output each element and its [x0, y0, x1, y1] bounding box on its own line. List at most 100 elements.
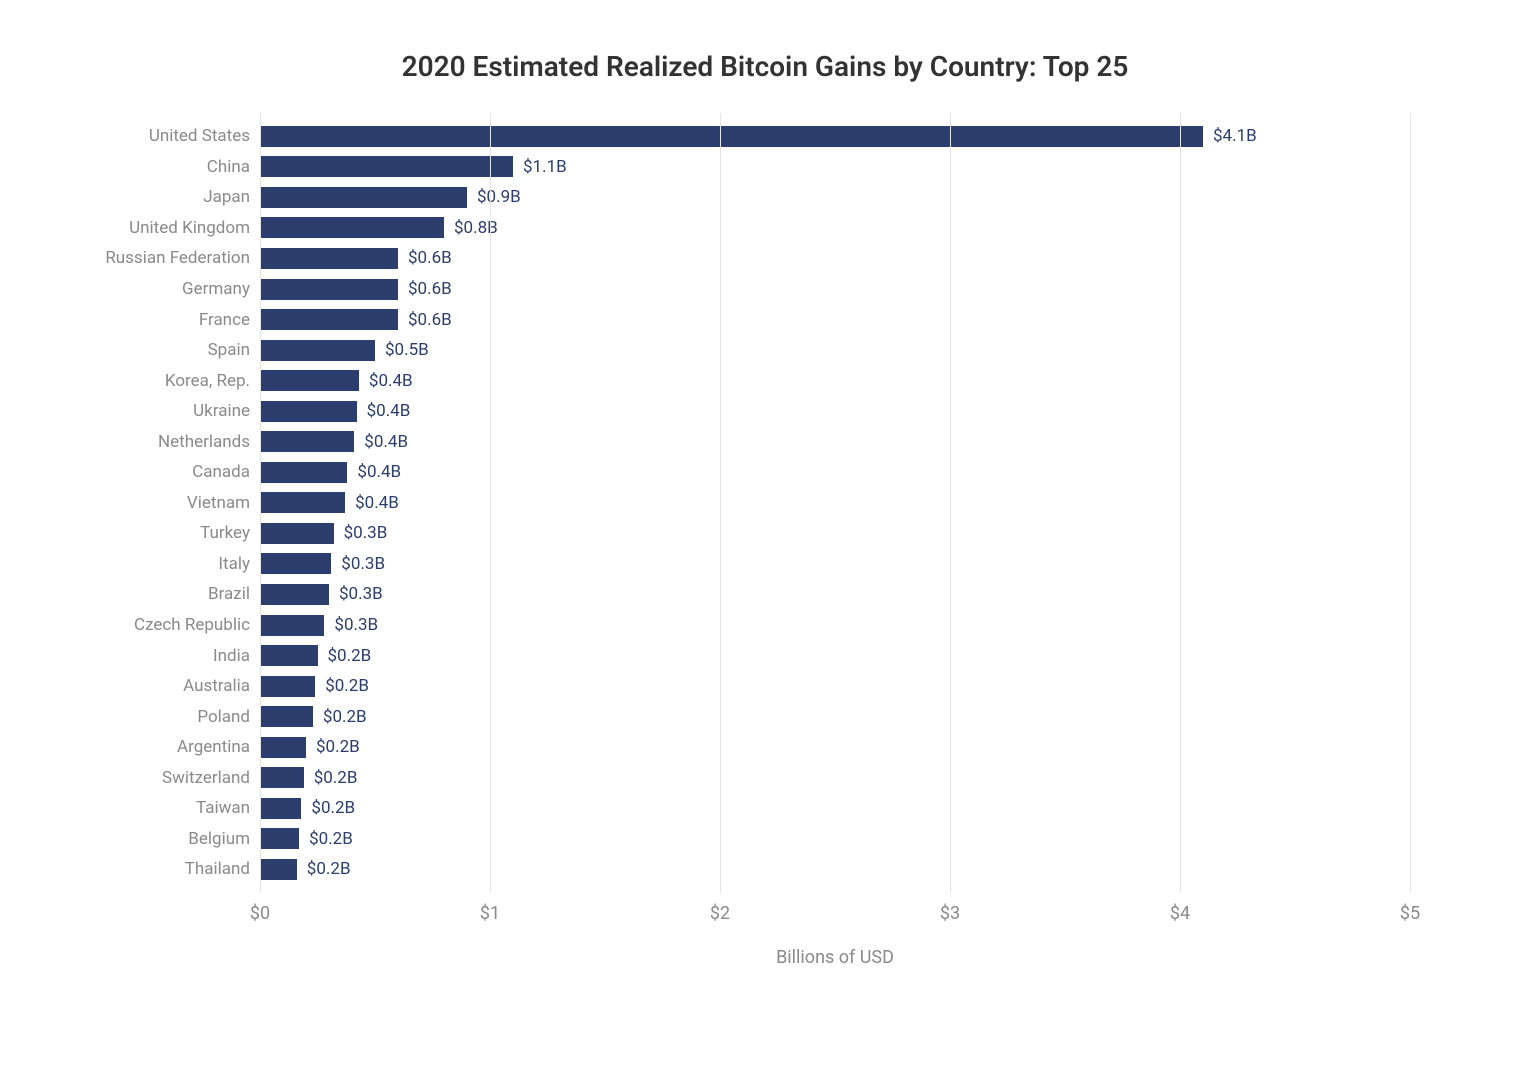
y-axis-label: Japan: [203, 187, 250, 207]
value-label: $0.9B: [477, 187, 521, 207]
value-label: $0.2B: [311, 798, 355, 818]
grid-line: [1410, 113, 1411, 893]
y-axis-label: United States: [149, 126, 250, 146]
y-axis-label: Ukraine: [193, 401, 250, 421]
bar: [260, 126, 1203, 147]
bar: [260, 706, 313, 727]
y-axis-label: Vietnam: [187, 493, 250, 513]
bar-row: Netherlands$0.4B: [260, 429, 1410, 454]
value-label: $0.2B: [328, 646, 372, 666]
bar-row: China$1.1B: [260, 154, 1410, 179]
bar-row: Ukraine$0.4B: [260, 399, 1410, 424]
bar: [260, 492, 345, 513]
bar: [260, 431, 354, 452]
y-axis-label: India: [213, 646, 250, 666]
y-axis-label: Belgium: [188, 829, 250, 849]
bar: [260, 462, 347, 483]
chart-container: 2020 Estimated Realized Bitcoin Gains by…: [0, 0, 1530, 1080]
plot-area: United States$4.1B China$1.1B Japan$0.9B Un…: [260, 113, 1410, 893]
bar-row: United States$4.1B: [260, 124, 1410, 149]
bar-row: Thailand$0.2B: [260, 857, 1410, 882]
bar: [260, 309, 398, 330]
bar-row: Japan$0.9B: [260, 185, 1410, 210]
x-tick-label: $1: [480, 903, 500, 924]
y-axis-label: Brazil: [208, 584, 250, 604]
value-label: $0.3B: [344, 523, 388, 543]
y-axis-label: Argentina: [177, 737, 250, 757]
y-axis-label: Thailand: [185, 859, 250, 879]
bar: [260, 615, 324, 636]
bar-row: Taiwan$0.2B: [260, 796, 1410, 821]
bar-row: Germany$0.6B: [260, 277, 1410, 302]
bar: [260, 553, 331, 574]
grid-line: [950, 113, 951, 893]
value-label: $0.2B: [323, 707, 367, 727]
bar-row: Brazil$0.3B: [260, 582, 1410, 607]
bar-row: France$0.6B: [260, 307, 1410, 332]
bar-row: India$0.2B: [260, 643, 1410, 668]
grid-line: [260, 113, 261, 893]
y-axis-label: Taiwan: [196, 798, 250, 818]
bar-row: Switzerland$0.2B: [260, 765, 1410, 790]
bar-row: Canada$0.4B: [260, 460, 1410, 485]
bars-group: United States$4.1B China$1.1B Japan$0.9B Un…: [260, 113, 1410, 893]
bar: [260, 767, 304, 788]
bar-row: Vietnam$0.4B: [260, 490, 1410, 515]
bar-row: United Kingdom$0.8B: [260, 215, 1410, 240]
y-axis-label: Russian Federation: [105, 248, 250, 268]
value-label: $0.3B: [334, 615, 378, 635]
x-tick-label: $3: [940, 903, 960, 924]
bar: [260, 340, 375, 361]
y-axis-label: China: [207, 157, 250, 177]
bar: [260, 523, 334, 544]
value-label: $0.4B: [357, 462, 401, 482]
y-axis-label: France: [199, 310, 250, 330]
bar: [260, 859, 297, 880]
grid-line: [490, 113, 491, 893]
bar-row: Belgium$0.2B: [260, 826, 1410, 851]
value-label: $0.2B: [309, 829, 353, 849]
y-axis-label: Australia: [183, 676, 250, 696]
value-label: $0.6B: [408, 248, 452, 268]
y-axis-label: Italy: [218, 554, 250, 574]
x-tick-label: $0: [250, 903, 270, 924]
bar-row: Turkey$0.3B: [260, 521, 1410, 546]
y-axis-label: Germany: [182, 279, 250, 299]
value-label: $4.1B: [1213, 126, 1257, 146]
value-label: $0.5B: [385, 340, 429, 360]
bar-row: Russian Federation$0.6B: [260, 246, 1410, 271]
x-tick-label: $2: [710, 903, 730, 924]
y-axis-label: Turkey: [200, 523, 250, 543]
y-axis-label: Netherlands: [158, 432, 250, 452]
bar: [260, 248, 398, 269]
value-label: $0.4B: [369, 371, 413, 391]
value-label: $0.2B: [316, 737, 360, 757]
bar-row: Argentina$0.2B: [260, 735, 1410, 760]
y-axis-label: Spain: [208, 340, 250, 360]
y-axis-label: Poland: [197, 707, 250, 727]
bar-row: Italy$0.3B: [260, 551, 1410, 576]
bar-row: Czech Republic$0.3B: [260, 613, 1410, 638]
value-label: $0.6B: [408, 279, 452, 299]
value-label: $0.4B: [364, 432, 408, 452]
bar-row: Australia$0.2B: [260, 674, 1410, 699]
x-tick-label: $4: [1170, 903, 1190, 924]
bar: [260, 737, 306, 758]
value-label: $0.2B: [325, 676, 369, 696]
grid-line: [720, 113, 721, 893]
value-label: $0.4B: [355, 493, 399, 513]
value-label: $0.6B: [408, 310, 452, 330]
value-label: $1.1B: [523, 157, 567, 177]
bar: [260, 156, 513, 177]
value-label: $0.2B: [314, 768, 358, 788]
bar: [260, 279, 398, 300]
y-axis-label: Czech Republic: [134, 615, 250, 635]
value-label: $0.3B: [341, 554, 385, 574]
grid-line: [1180, 113, 1181, 893]
chart-title: 2020 Estimated Realized Bitcoin Gains by…: [60, 50, 1470, 83]
bar: [260, 370, 359, 391]
bar-row: Korea, Rep.$0.4B: [260, 368, 1410, 393]
bar: [260, 798, 301, 819]
y-axis-label: Korea, Rep.: [165, 371, 250, 391]
x-axis-title: Billions of USD: [776, 947, 894, 968]
